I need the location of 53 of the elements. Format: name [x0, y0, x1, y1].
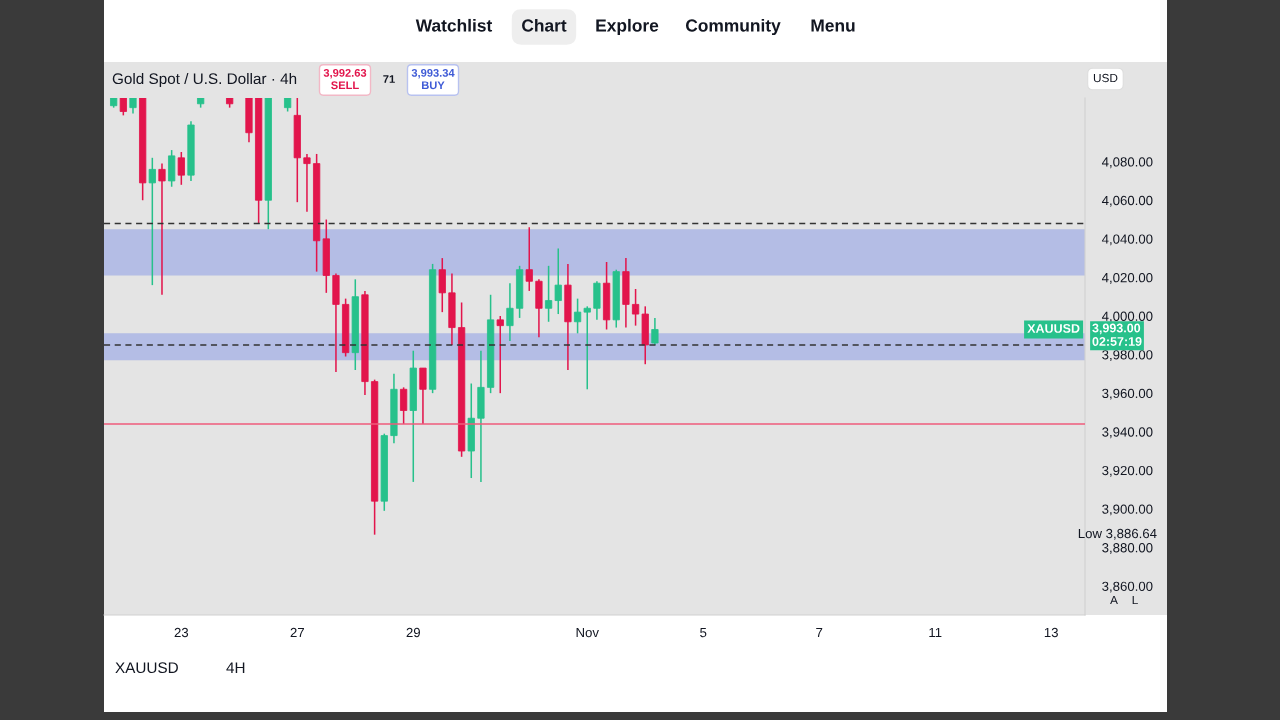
text: 3,993.00 02:57:19: [1092, 323, 1142, 346]
text: USD: [1093, 73, 1118, 83]
candlestick: [303, 153, 311, 213]
text: Explore: [596, 18, 659, 36]
candlestick: [177, 151, 185, 186]
y-tick-label: 3,960.00: [1102, 388, 1153, 400]
candlestick: [525, 226, 533, 292]
x-tick-label: 7: [816, 627, 823, 638]
candlestick: [419, 367, 427, 425]
x-tick-label: Nov: [576, 627, 599, 638]
x-tick-label: 13: [1044, 627, 1058, 638]
y-tick-label: 3,900.00: [1102, 504, 1153, 516]
y-tick-label: 4,020.00: [1101, 272, 1153, 284]
candlestick: [506, 282, 514, 342]
candlestick: [631, 288, 640, 327]
x-tick-label: 5: [700, 627, 707, 638]
y-tick-label: 4,080.00: [1101, 157, 1153, 169]
candlestick: [651, 317, 659, 346]
candlestick: [583, 305, 591, 391]
y-tick-label: 3,860.00: [1102, 581, 1153, 593]
text: Watchlist: [415, 18, 493, 32]
chart-title: Gold Spot / U.S. Dollar · 4h: [112, 72, 297, 88]
annotation: XAUUSD: [1027, 324, 1080, 333]
candlestick: [496, 315, 504, 394]
x-tick-label: 27: [290, 627, 304, 638]
text: XAUUSD: [115, 662, 178, 674]
text: 3,992.63 SELL: [323, 68, 367, 90]
x-tick-label: 29: [406, 627, 420, 638]
y-tick-label: 4,040.00: [1101, 234, 1153, 246]
text: 4H: [226, 662, 245, 673]
candlestick: [438, 257, 446, 313]
candlestick: [544, 265, 553, 323]
text: A: [1110, 595, 1118, 605]
candlestick: [400, 386, 408, 425]
y-tick-label: 3,940.00: [1102, 427, 1153, 439]
text: 71: [383, 75, 395, 83]
y-tick-label: 3,920.00: [1102, 465, 1153, 477]
text: 3,993.34 BUY: [411, 68, 455, 90]
y-tick-label: 4,060.00: [1101, 195, 1153, 207]
x-tick-label: 23: [174, 627, 189, 638]
candlestick: [554, 247, 562, 315]
text: L: [1132, 595, 1138, 605]
text: Chart: [522, 18, 567, 32]
text: Community: [685, 18, 781, 36]
y-tick-label: 3,980.00: [1102, 350, 1153, 362]
candlestick: [573, 297, 582, 335]
y-tick-label: 3,880.00: [1102, 543, 1153, 554]
text: Menu: [811, 19, 855, 32]
x-tick-label: 11: [929, 627, 942, 638]
y-tick-label: 4,000.00: [1101, 311, 1153, 323]
annotation: Low 3,886.64: [1078, 528, 1157, 540]
candlestick: [158, 162, 166, 296]
candlestick: [148, 157, 156, 286]
